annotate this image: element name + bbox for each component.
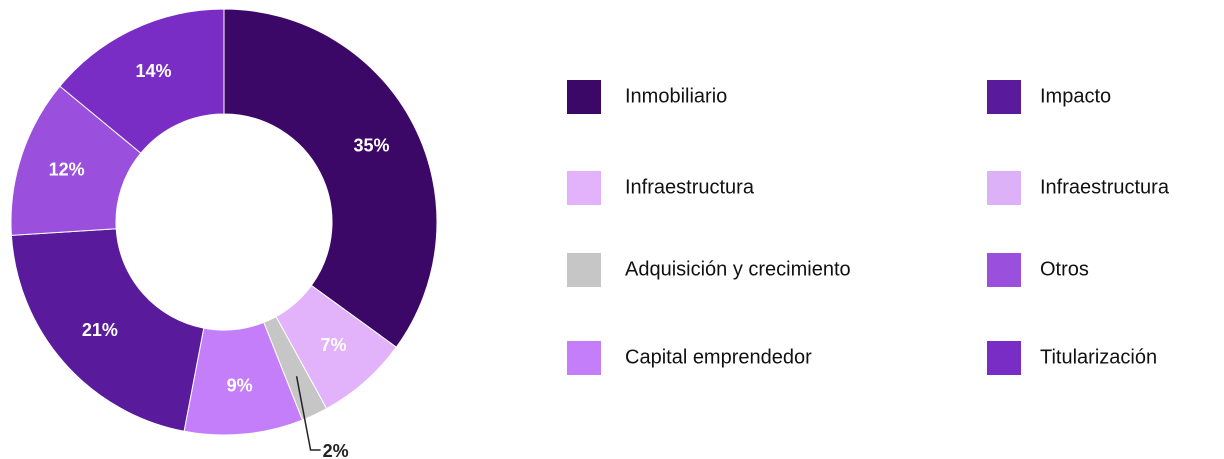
- legend-swatch: [567, 341, 601, 375]
- legend-label: Capital emprendedor: [625, 346, 812, 368]
- legend-label: Adquisición y crecimiento: [625, 258, 851, 280]
- slice-label: 12%: [49, 160, 85, 180]
- slice-label: 9%: [227, 376, 253, 396]
- legend-label: Titularización: [1040, 346, 1157, 368]
- slice-label: 35%: [353, 136, 389, 156]
- legend-label: Infraestructura: [1040, 176, 1170, 198]
- leader-line: [295, 376, 321, 451]
- legend-label: Infraestructura: [625, 176, 755, 198]
- legend-label: Otros: [1040, 258, 1089, 280]
- legend-swatch: [987, 341, 1021, 375]
- legend-swatch: [987, 171, 1021, 205]
- legend-swatch: [987, 80, 1021, 114]
- slice-label: 21%: [82, 320, 118, 340]
- legend-swatch: [987, 253, 1021, 287]
- slice-label: 7%: [320, 335, 346, 355]
- slice: [223, 8, 438, 348]
- legend-label: Impacto: [1040, 85, 1111, 107]
- legend-swatch: [567, 80, 601, 114]
- slice-label: 2%: [323, 441, 349, 459]
- slice-label: 14%: [136, 61, 172, 81]
- legend-label: Inmobiliario: [625, 85, 727, 107]
- legend-swatch: [567, 253, 601, 287]
- slice: [59, 8, 225, 154]
- legend-swatch: [567, 171, 601, 205]
- slice: [10, 228, 205, 432]
